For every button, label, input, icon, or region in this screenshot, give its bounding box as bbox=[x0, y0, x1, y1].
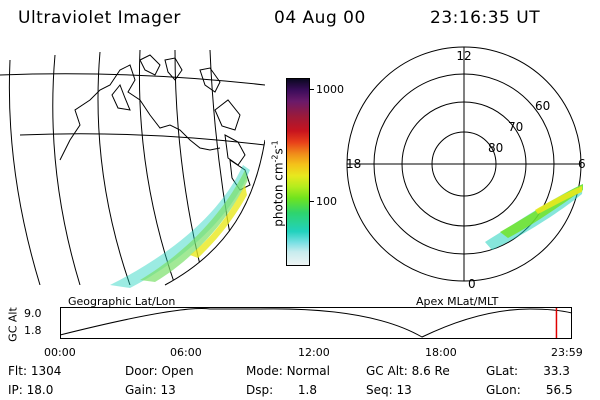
colorbar-tick-mark bbox=[309, 201, 314, 202]
colorbar-label-main: photon cm bbox=[271, 162, 286, 227]
status-flt-label: Flt: bbox=[8, 364, 27, 378]
colorbar-tick-mark bbox=[309, 89, 314, 90]
status-glon-value: 56.5 bbox=[545, 383, 573, 397]
timeline-frame bbox=[60, 307, 572, 339]
status-mode-label: Mode: bbox=[246, 364, 283, 378]
mlt-label-12: 12 bbox=[456, 49, 471, 63]
gc-altitude-curve bbox=[60, 308, 573, 338]
mlat-label-70: 70 bbox=[508, 120, 523, 134]
colorbar-label-sup2: -1 bbox=[270, 140, 280, 149]
status-gcalt: GC Alt: 8.6 Re bbox=[366, 364, 450, 378]
status-glat-label: GLat: bbox=[486, 364, 519, 378]
polar-plot: 12 18 6 0 60 70 80 bbox=[346, 46, 586, 291]
status-flt: Flt: 1304 bbox=[8, 364, 61, 378]
colorbar-tick-1000: 1000 bbox=[316, 83, 344, 96]
colorbar-tick-100: 100 bbox=[316, 195, 337, 208]
mlat-label-60: 60 bbox=[535, 99, 550, 113]
coastline bbox=[224, 134, 246, 166]
colorbar-label-sup1: -2 bbox=[270, 154, 280, 163]
status-ip: IP: 18.0 bbox=[8, 383, 53, 397]
timeline-ytick-1.8: 1.8 bbox=[24, 324, 42, 337]
meridian-line bbox=[138, 50, 176, 285]
timeline-xtick-1800: 18:00 bbox=[425, 346, 457, 359]
colorbar-label-mid: s bbox=[271, 148, 286, 155]
timeline-plot bbox=[60, 307, 573, 339]
status-glon: GLon: 56.5 bbox=[486, 383, 573, 397]
globe-limb bbox=[164, 139, 265, 286]
status-door: Door: Open bbox=[125, 364, 194, 378]
mlt-label-18: 18 bbox=[346, 157, 361, 171]
mlat-label-80: 80 bbox=[488, 141, 503, 155]
coastline bbox=[164, 57, 183, 81]
parallel-line bbox=[0, 73, 265, 86]
coastline bbox=[199, 67, 221, 93]
coastline bbox=[214, 99, 241, 131]
geo-caption: Geographic Lat/Lon bbox=[68, 295, 176, 308]
status-gain-label: Gain: bbox=[125, 383, 157, 397]
status-flt-value: 1304 bbox=[30, 364, 62, 378]
geographic-map bbox=[0, 50, 265, 288]
timeline-ytick-9: 9.0 bbox=[24, 307, 42, 320]
status-seq: Seq: 13 bbox=[366, 383, 412, 397]
colorbar bbox=[286, 78, 310, 266]
time-label: 23:16:35 UT bbox=[430, 8, 541, 28]
status-seq-label: Seq: bbox=[366, 383, 393, 397]
date-label: 04 Aug 00 bbox=[274, 8, 366, 28]
status-dsp: Dsp: 1.8 bbox=[246, 383, 317, 397]
status-gain: Gain: 13 bbox=[125, 383, 176, 397]
meridian-line bbox=[97, 51, 131, 285]
status-glon-label: GLon: bbox=[486, 383, 521, 397]
meridian-line bbox=[209, 50, 241, 285]
status-ip-label: IP: bbox=[8, 383, 23, 397]
timeline-xtick-0600: 06:00 bbox=[170, 346, 202, 359]
mlt-label-6: 6 bbox=[578, 157, 586, 171]
parallel-line bbox=[19, 133, 265, 146]
timeline-xtick-1200: 12:00 bbox=[298, 346, 330, 359]
status-glat: GLat: 33.3 bbox=[486, 364, 570, 378]
status-gcalt-value: 8.6 Re bbox=[411, 364, 450, 378]
status-door-label: Door: bbox=[125, 364, 158, 378]
status-gcalt-label: GC Alt: bbox=[366, 364, 408, 378]
status-door-value: Open bbox=[161, 364, 194, 378]
polar-caption: Apex MLat/MLT bbox=[416, 295, 499, 308]
mlt-label-0: 0 bbox=[468, 277, 476, 291]
timeline-y-label: GC Alt bbox=[6, 307, 20, 342]
status-dsp-label: Dsp: bbox=[246, 383, 274, 397]
status-dsp-value: 1.8 bbox=[297, 383, 317, 397]
timeline-xtick-0000: 00:00 bbox=[44, 346, 76, 359]
meridian-line bbox=[52, 54, 81, 285]
geo-aurora-oval bbox=[110, 165, 250, 288]
coastline bbox=[139, 54, 161, 76]
coastline bbox=[59, 64, 221, 161]
status-gain-value: 13 bbox=[160, 383, 176, 397]
status-mode: Mode: Normal bbox=[246, 364, 330, 378]
coastline bbox=[111, 84, 131, 111]
status-glat-value: 33.3 bbox=[543, 364, 570, 378]
status-seq-value: 13 bbox=[396, 383, 412, 397]
status-mode-value: Normal bbox=[286, 364, 330, 378]
polar-aurora bbox=[485, 184, 583, 250]
meridian-line bbox=[8, 59, 41, 285]
timeline-xtick-2359: 23:59 bbox=[551, 346, 583, 359]
colorbar-label: photon cm-2s-1 bbox=[271, 124, 286, 244]
instrument-title: Ultraviolet Imager bbox=[18, 8, 181, 28]
status-ip-value: 18.0 bbox=[26, 383, 54, 397]
